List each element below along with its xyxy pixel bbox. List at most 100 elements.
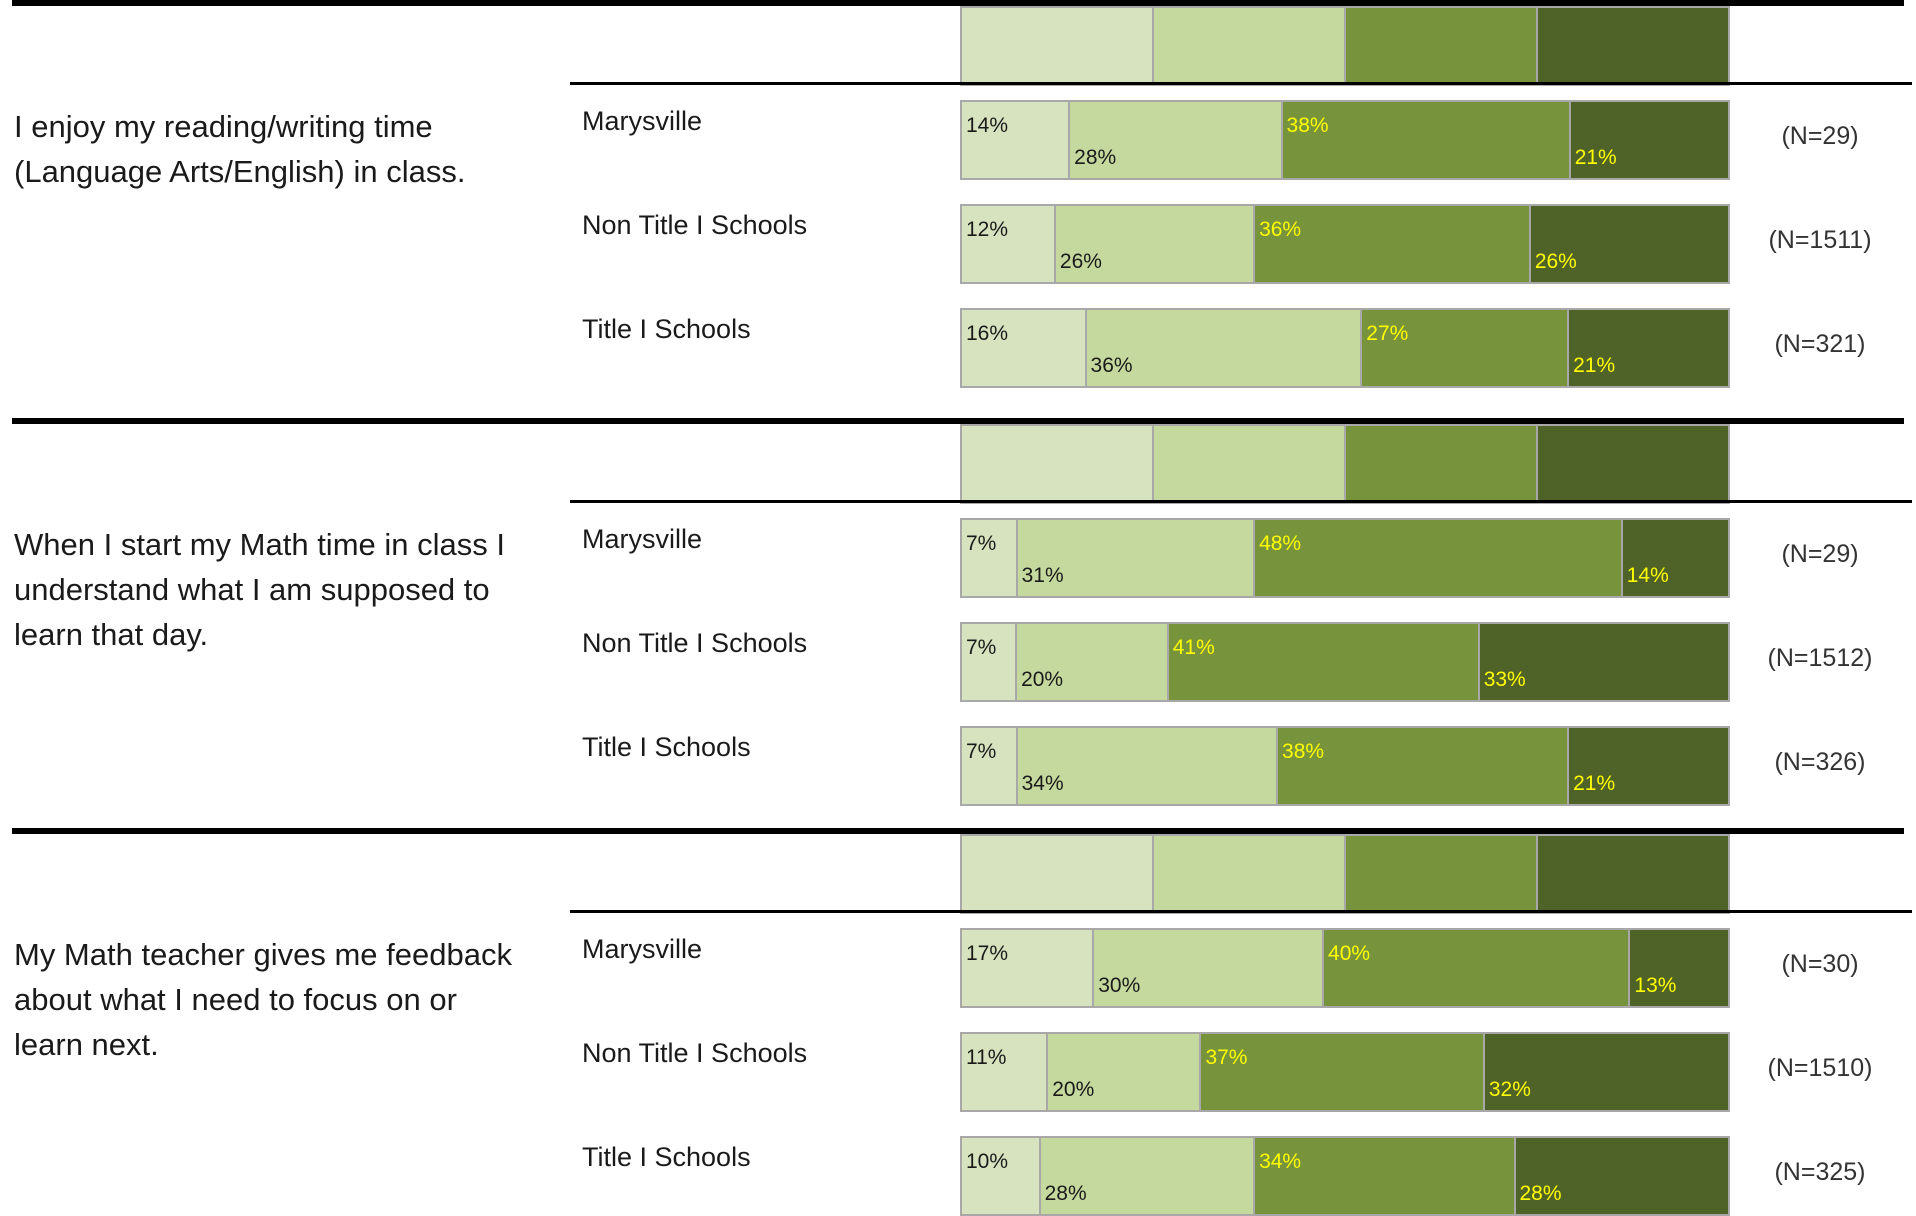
- bar-segment: 7%: [962, 624, 1016, 700]
- bar-segment: 41%: [1166, 624, 1478, 700]
- data-label: 11%: [966, 1046, 1007, 1069]
- group-label: Title I Schools: [582, 1142, 751, 1172]
- group-label: Title I Schools: [582, 314, 751, 344]
- legend-swatch: [1536, 424, 1730, 504]
- data-label: 12%: [966, 218, 1009, 241]
- bar-segment: 20%: [1046, 1034, 1200, 1110]
- legend-swatch: [1344, 834, 1538, 914]
- legend-color-strip: [960, 6, 1730, 86]
- question-text: When I start my Math time in class I und…: [14, 527, 505, 652]
- bar-segment: 28%: [1513, 1138, 1728, 1214]
- bar-segment: 26%: [1528, 206, 1728, 282]
- stacked-bar: 12% 26% 36% 26%: [960, 204, 1730, 284]
- group-divider: [570, 82, 1912, 85]
- stacked-bar: 10% 28% 34% 28%: [960, 1136, 1730, 1216]
- sample-size-label: (N=29): [1781, 122, 1859, 150]
- stacked-bar: 17% 30% 40% 13%: [960, 928, 1730, 1008]
- question-text: I enjoy my reading/writing time (Languag…: [14, 109, 466, 189]
- data-label: 21%: [1573, 772, 1616, 795]
- bar-segment: 7%: [962, 728, 1016, 804]
- bar-segment: 27%: [1360, 310, 1568, 386]
- bar-segment: 12%: [962, 206, 1054, 282]
- bar-segment: 48%: [1253, 520, 1621, 596]
- bar-segment: 33%: [1477, 624, 1728, 700]
- bar-segment: 28%: [1068, 102, 1281, 178]
- bar-segment: 31%: [1015, 520, 1254, 596]
- data-label: 16%: [966, 322, 1009, 345]
- bar-segment: 30%: [1092, 930, 1323, 1006]
- bar-segment: 38%: [1276, 728, 1568, 804]
- data-label: 27%: [1366, 322, 1409, 345]
- data-label: 28%: [1519, 1182, 1562, 1205]
- data-label: 40%: [1328, 942, 1371, 965]
- bar-segment: 28%: [1038, 1138, 1254, 1214]
- bar-segment: 21%: [1567, 310, 1728, 386]
- data-label: 26%: [1059, 250, 1102, 273]
- data-label: 21%: [1574, 146, 1617, 169]
- legend-swatch: [1344, 424, 1538, 504]
- stacked-bar: 7% 34% 38% 21%: [960, 726, 1730, 806]
- data-label: 33%: [1483, 668, 1526, 691]
- sample-size-label: (N=29): [1781, 540, 1859, 568]
- data-label: 38%: [1282, 740, 1325, 763]
- sample-size-label: (N=1512): [1767, 644, 1873, 672]
- legend-swatch: [960, 834, 1154, 914]
- data-label: 7%: [966, 636, 997, 659]
- legend-swatch: [1536, 6, 1730, 86]
- bar-segment: 36%: [1084, 310, 1361, 386]
- sample-size-label: (N=326): [1774, 748, 1866, 776]
- data-label: 28%: [1044, 1182, 1087, 1205]
- bar-segment: 10%: [962, 1138, 1039, 1214]
- data-label: 14%: [1626, 564, 1669, 587]
- bar-segment: 13%: [1628, 930, 1728, 1006]
- legend-color-strip: [960, 834, 1730, 914]
- group-label: Marysville: [582, 106, 703, 136]
- sample-size-label: (N=30): [1781, 950, 1859, 978]
- bar-segment: 7%: [962, 520, 1016, 596]
- stacked-bar: 16% 36% 27% 21%: [960, 308, 1730, 388]
- data-label: 21%: [1573, 354, 1616, 377]
- bar-segment: 11%: [962, 1034, 1047, 1110]
- bar-segment: 16%: [962, 310, 1085, 386]
- data-label: 36%: [1259, 218, 1302, 241]
- data-label: 7%: [966, 532, 997, 555]
- group-label: Marysville: [582, 934, 703, 964]
- legend-swatch: [1152, 6, 1346, 86]
- bar-segment: 38%: [1280, 102, 1569, 178]
- legend-swatch: [1344, 6, 1538, 86]
- group-divider: [570, 500, 1912, 503]
- group-divider: [570, 910, 1912, 913]
- data-label: 26%: [1534, 250, 1577, 273]
- group-label: Non Title I Schools: [582, 210, 808, 240]
- question-text: My Math teacher gives me feedback about …: [14, 937, 512, 1062]
- section-divider: [12, 418, 1904, 424]
- data-label: 48%: [1259, 532, 1302, 555]
- legend-swatch: [960, 424, 1154, 504]
- legend-swatch: [1152, 834, 1346, 914]
- data-label: 30%: [1098, 974, 1141, 997]
- data-label: 7%: [966, 740, 997, 763]
- group-label: Marysville: [582, 524, 703, 554]
- group-label: Title I Schools: [582, 732, 751, 762]
- bar-segment: 34%: [1015, 728, 1277, 804]
- bar-segment: 21%: [1567, 728, 1728, 804]
- legend-swatch: [960, 6, 1154, 86]
- data-label: 32%: [1488, 1078, 1531, 1101]
- data-label: 20%: [1052, 1078, 1095, 1101]
- data-label: 41%: [1172, 636, 1215, 659]
- data-label: 17%: [966, 942, 1009, 965]
- stacked-bar: 14% 28% 38% 21%: [960, 100, 1730, 180]
- data-label: 31%: [1021, 564, 1064, 587]
- data-label: 20%: [1021, 668, 1064, 691]
- legend-swatch: [1152, 424, 1346, 504]
- data-label: 34%: [1259, 1150, 1302, 1173]
- data-label: 38%: [1286, 114, 1329, 137]
- data-label: 28%: [1074, 146, 1117, 169]
- bar-segment: 14%: [1620, 520, 1728, 596]
- section-divider: [12, 828, 1904, 834]
- data-label: 37%: [1205, 1046, 1248, 1069]
- group-label: Non Title I Schools: [582, 628, 808, 658]
- bar-segment: 32%: [1482, 1034, 1728, 1110]
- group-label: Non Title I Schools: [582, 1038, 808, 1068]
- data-label: 34%: [1021, 772, 1064, 795]
